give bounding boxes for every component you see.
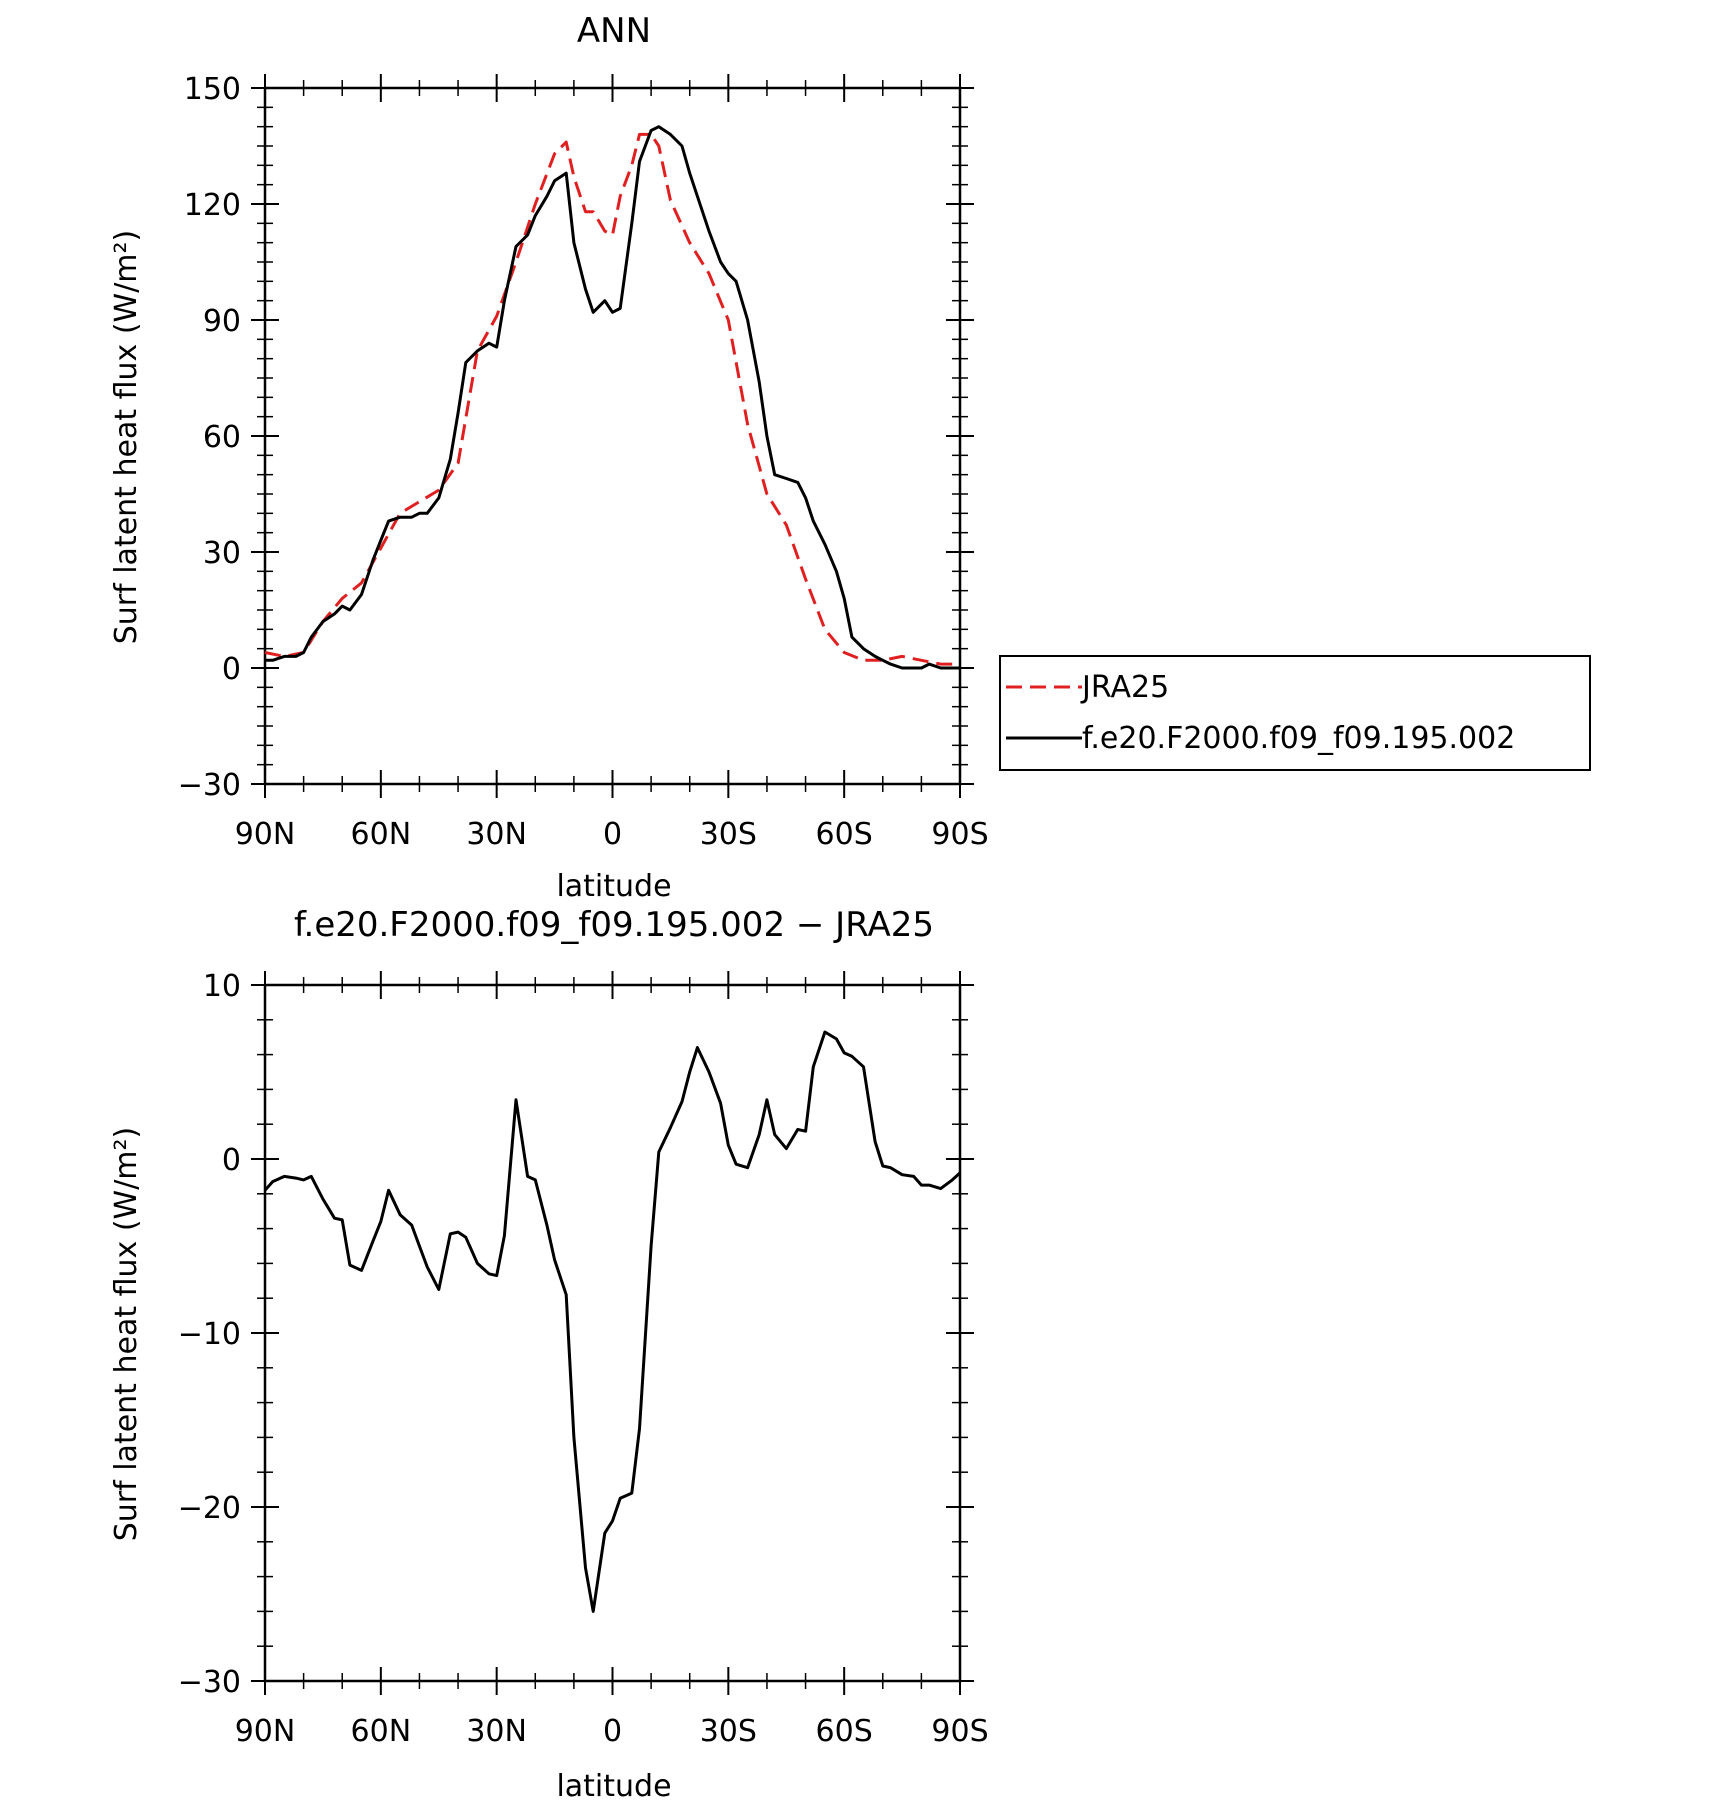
legend-frame [999, 655, 1591, 771]
top-x-tick-label: 0 [603, 817, 622, 852]
top-x-tick-label: 60N [351, 817, 412, 852]
bottom-chart-title: f.e20.F2000.f09_f09.195.002 − JRA25 [294, 905, 934, 945]
top-y-tick-label: −30 [178, 768, 241, 803]
top-series-line-0 [264, 132, 960, 666]
top-plot-frame [263, 86, 962, 786]
bottom-y-tick-label: −10 [178, 1317, 241, 1352]
top-x-tick-label: 30S [700, 817, 757, 852]
bottom-y-tick-label: −30 [178, 1665, 241, 1700]
top-x-tick-label: 90S [931, 817, 988, 852]
top-series-line-1 [265, 125, 960, 670]
bottom-plot-frame [263, 983, 962, 1683]
bottom-x-tick-label: 90S [931, 1714, 988, 1749]
bottom-x-tick-label: 90N [235, 1714, 296, 1749]
bottom-x-tick-label: 30S [700, 1714, 757, 1749]
bottom-plot-area [263, 1030, 962, 1613]
top-chart-title: ANN [577, 11, 651, 51]
top-y-tick-label: 120 [184, 188, 241, 223]
top-x-tick-label: 90N [235, 817, 296, 852]
top-axes: 150 120 90 60 30 0 −30 90N 60N 30N 0 30S 60S 90S [178, 72, 989, 852]
bottom-y-tick-label: 0 [222, 1143, 241, 1178]
bottom-x-tick-label: 0 [603, 1714, 622, 1749]
bottom-y-axis-label: Surf latent heat flux (W/m²) [109, 1127, 144, 1542]
bottom-series-line-0 [263, 1030, 962, 1613]
top-x-axis-label: latitude [556, 869, 671, 904]
bottom-x-tick-label: 60N [351, 1714, 412, 1749]
bottom-panel: f.e20.F2000.f09_f09.195.002 − JRA25 lati… [109, 905, 989, 1804]
bottom-x-axis-label: latitude [556, 1769, 671, 1804]
bottom-y-tick-label: 10 [203, 969, 241, 1004]
legend-label-jra25: JRA25 [1080, 670, 1169, 705]
top-y-tick-label: 150 [184, 72, 241, 107]
top-y-tick-label: 30 [203, 536, 241, 571]
bottom-x-tick-label: 30N [466, 1714, 527, 1749]
top-y-tick-label: 0 [222, 652, 241, 687]
top-y-tick-label: 60 [203, 420, 241, 455]
top-plot-area [264, 125, 960, 670]
top-x-tick-label: 60S [816, 817, 873, 852]
top-panel: ANN latitude Surf latent heat flux (W/m²… [109, 11, 989, 904]
bottom-y-tick-label: −20 [178, 1491, 241, 1526]
legend: JRA25 f.e20.F2000.f09_f09.195.002 [999, 655, 1591, 771]
top-y-tick-label: 90 [203, 304, 241, 339]
top-y-axis-label: Surf latent heat flux (W/m²) [109, 230, 144, 645]
top-x-tick-label: 30N [466, 817, 527, 852]
bottom-x-tick-label: 60S [816, 1714, 873, 1749]
legend-label-model: f.e20.F2000.f09_f09.195.002 [1082, 721, 1515, 756]
bottom-axes: 10 0 −10 −20 −30 90N 60N 30N 0 30S 60S 90S [178, 969, 989, 1749]
